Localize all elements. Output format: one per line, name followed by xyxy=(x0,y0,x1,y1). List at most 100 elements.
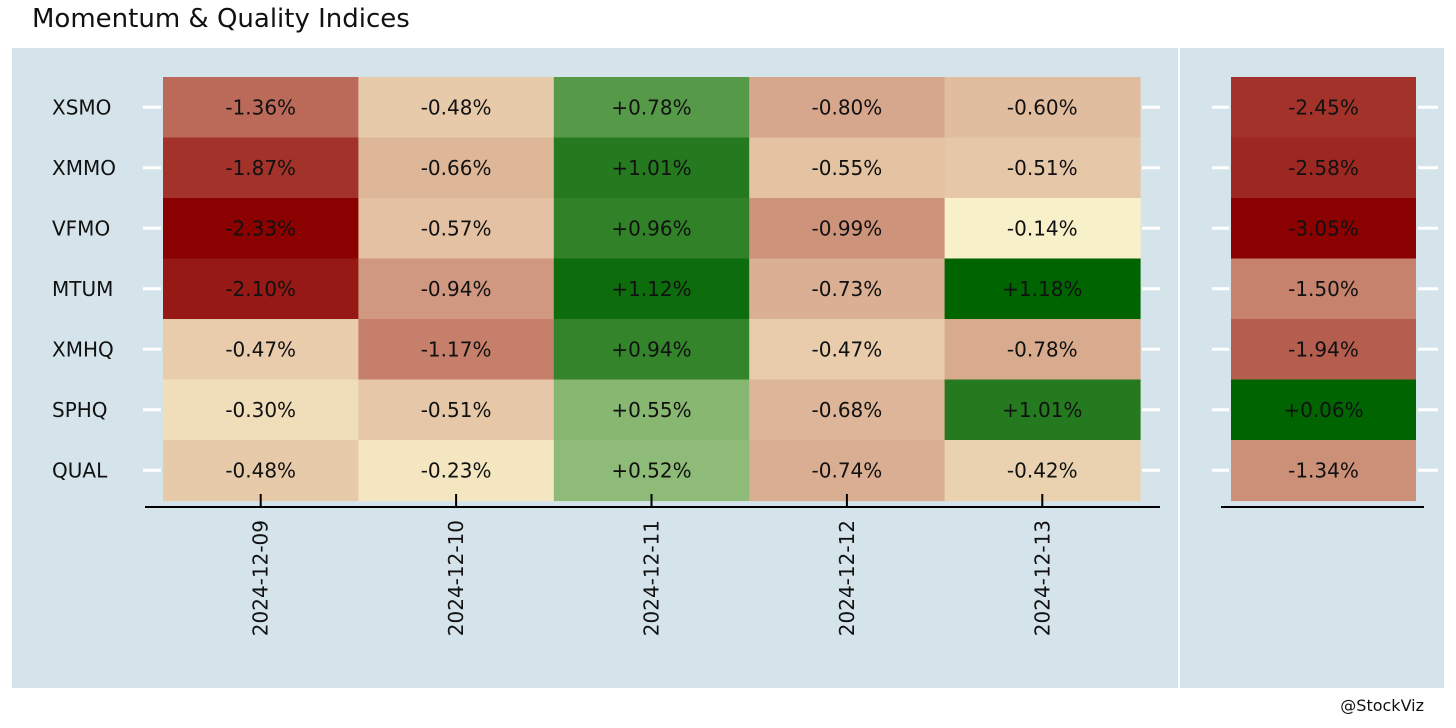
cell-value-label: -0.99% xyxy=(812,216,883,240)
cell-value-label: +1.01% xyxy=(1002,398,1082,422)
heatmap-cell-xmhq-2024-12-13 xyxy=(944,319,1141,381)
heatmap-cell-vfmo-2024-12-11 xyxy=(553,198,750,260)
heatmap-cell-mtum-2024-12-12 xyxy=(749,258,946,320)
cell-value-label: -0.51% xyxy=(421,398,492,422)
heatmap-cell-qual-2024-12-12 xyxy=(749,440,946,502)
cell-value-label: +0.55% xyxy=(611,398,691,422)
heatmap-cell-sphq-2024-12-10 xyxy=(358,379,555,441)
x-tick-label-2024-12-11: 2024-12-11 xyxy=(640,520,664,636)
cell-value-label: -0.57% xyxy=(421,216,492,240)
total-value-label: -2.45% xyxy=(1288,95,1359,119)
cell-value-label: +1.01% xyxy=(611,156,691,180)
heatmap-cell-xmmo-2024-12-12 xyxy=(749,137,946,199)
heatmap-cell-xmhq-2024-12-11 xyxy=(553,319,750,381)
cell-value-label: +0.96% xyxy=(611,216,691,240)
cell-value-label: +0.78% xyxy=(611,95,691,119)
cell-value-label: -0.48% xyxy=(421,95,492,119)
x-tick-label-2024-12-09: 2024-12-09 xyxy=(249,520,273,636)
cell-value-label: -0.42% xyxy=(1007,458,1078,482)
heatmap-cell-mtum-2024-12-13 xyxy=(944,258,1141,320)
cell-value-label: +1.12% xyxy=(611,277,691,301)
heatmap-cell-vfmo-2024-12-12 xyxy=(749,198,946,260)
heatmap-cell-vfmo-2024-12-09 xyxy=(163,198,359,260)
heatmap-cell-xsmo-2024-12-12 xyxy=(749,77,946,139)
heatmap-cell-xsmo-2024-12-11 xyxy=(553,77,750,139)
cell-value-label: -0.80% xyxy=(812,95,883,119)
total-cell-vfmo xyxy=(1231,198,1416,260)
cell-value-label: -0.78% xyxy=(1007,337,1078,361)
y-tick-label-xmhq: XMHQ xyxy=(52,337,114,361)
heatmap-cell-qual-2024-12-09 xyxy=(163,440,359,502)
total-value-label: -3.05% xyxy=(1288,216,1359,240)
heatmap-cell-xmhq-2024-12-10 xyxy=(358,319,555,381)
x-tick-label-2024-12-10: 2024-12-10 xyxy=(444,520,468,636)
cell-value-label: +0.52% xyxy=(611,458,691,482)
cell-value-label: -0.51% xyxy=(1007,156,1078,180)
heatmap-cell-xsmo-2024-12-09 xyxy=(163,77,359,139)
cell-value-label: -0.66% xyxy=(421,156,492,180)
total-cell-qual xyxy=(1231,440,1416,502)
y-tick-label-vfmo: VFMO xyxy=(52,216,110,240)
y-tick-label-mtum: MTUM xyxy=(52,277,113,301)
cell-value-label: -0.23% xyxy=(421,458,492,482)
cell-value-label: -1.17% xyxy=(421,337,492,361)
total-cell-xmmo xyxy=(1231,137,1416,199)
credit-label: @StockViz xyxy=(1340,696,1424,715)
cell-value-label: -0.30% xyxy=(225,398,296,422)
heatmap-cell-xmmo-2024-12-11 xyxy=(553,137,750,199)
heatmap-cell-xmhq-2024-12-09 xyxy=(163,319,359,381)
cell-value-label: -2.33% xyxy=(225,216,296,240)
cell-value-label: -1.36% xyxy=(225,95,296,119)
total-value-label: -1.94% xyxy=(1288,337,1359,361)
cell-value-label: -0.47% xyxy=(812,337,883,361)
y-tick-label-qual: QUAL xyxy=(52,458,108,482)
chart-title: Momentum & Quality Indices xyxy=(32,4,410,34)
heatmap-cell-sphq-2024-12-09 xyxy=(163,379,359,441)
total-value-label: -1.50% xyxy=(1288,277,1359,301)
cell-value-label: -0.73% xyxy=(812,277,883,301)
heatmap-cell-sphq-2024-12-12 xyxy=(749,379,946,441)
cell-value-label: -0.47% xyxy=(225,337,296,361)
cell-value-label: -0.55% xyxy=(812,156,883,180)
total-value-label: -1.34% xyxy=(1288,458,1359,482)
cell-value-label: -0.48% xyxy=(225,458,296,482)
heatmap-cell-xmmo-2024-12-10 xyxy=(358,137,555,199)
x-tick-label-2024-12-13: 2024-12-13 xyxy=(1030,520,1054,636)
cell-value-label: +0.94% xyxy=(611,337,691,361)
total-cell-xmhq xyxy=(1231,319,1416,381)
total-cell-sphq xyxy=(1231,379,1416,441)
total-value-label: -2.58% xyxy=(1288,156,1359,180)
x-tick-label-2024-12-12: 2024-12-12 xyxy=(835,520,859,636)
heatmap-cell-xmhq-2024-12-12 xyxy=(749,319,946,381)
cell-value-label: -0.60% xyxy=(1007,95,1078,119)
cell-value-label: -0.14% xyxy=(1007,216,1078,240)
cell-value-label: -0.94% xyxy=(421,277,492,301)
cell-value-label: -2.10% xyxy=(225,277,296,301)
total-value-label: +0.06% xyxy=(1283,398,1363,422)
heatmap-cell-mtum-2024-12-09 xyxy=(163,258,359,320)
heatmap-cell-vfmo-2024-12-13 xyxy=(944,198,1141,260)
heatmap-cell-vfmo-2024-12-10 xyxy=(358,198,555,260)
heatmap-cell-qual-2024-12-13 xyxy=(944,440,1141,502)
heatmap-cell-qual-2024-12-10 xyxy=(358,440,555,502)
heatmap-cell-mtum-2024-12-11 xyxy=(553,258,750,320)
total-cell-xsmo xyxy=(1231,77,1416,139)
y-tick-label-xsmo: XSMO xyxy=(52,95,111,119)
y-tick-label-xmmo: XMMO xyxy=(52,156,116,180)
heatmap-cell-xsmo-2024-12-10 xyxy=(358,77,555,139)
heatmap-cell-mtum-2024-12-10 xyxy=(358,258,555,320)
heatmap-cell-xmmo-2024-12-13 xyxy=(944,137,1141,199)
heatmap-cell-sphq-2024-12-11 xyxy=(553,379,750,441)
heatmap-cell-xsmo-2024-12-13 xyxy=(944,77,1141,139)
cell-value-label: -1.87% xyxy=(225,156,296,180)
cell-value-label: -0.68% xyxy=(812,398,883,422)
heatmap-cell-sphq-2024-12-13 xyxy=(944,379,1141,441)
heatmap-cell-qual-2024-12-11 xyxy=(553,440,750,502)
y-tick-label-sphq: SPHQ xyxy=(52,398,108,422)
heatmap-cell-xmmo-2024-12-09 xyxy=(163,137,359,199)
total-cell-mtum xyxy=(1231,258,1416,320)
cell-value-label: +1.18% xyxy=(1002,277,1082,301)
cell-value-label: -0.74% xyxy=(812,458,883,482)
